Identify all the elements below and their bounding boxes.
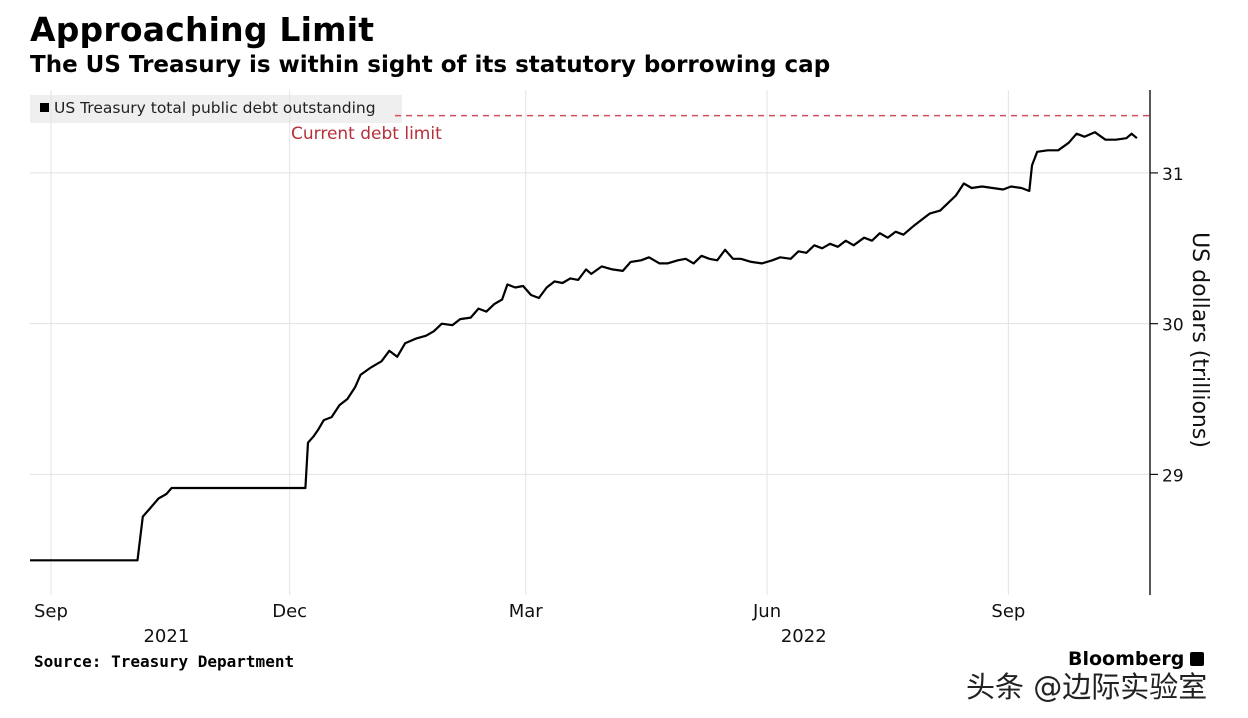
y-tick-label: 29 (1162, 466, 1184, 486)
x-tick-label: Sep (34, 601, 68, 622)
watermark: 头条 @边际实验室 (966, 670, 1208, 704)
legend-swatch (40, 103, 49, 112)
grid-lines (30, 90, 1150, 595)
chart-title: Approaching Limit (30, 10, 375, 49)
legend-label: US Treasury total public debt outstandin… (54, 99, 376, 117)
brand-text: Bloomberg (1068, 648, 1185, 670)
x-tick-label: Jun (752, 601, 781, 622)
bloomberg-logo: Bloomberg (1068, 648, 1205, 670)
legend-background (30, 95, 402, 123)
x-year-label: 2022 (781, 626, 827, 647)
series-layer (30, 131, 1138, 562)
x-tick-label: Dec (272, 601, 307, 622)
y-tick-label: 30 (1162, 316, 1184, 336)
debt-series-line (30, 131, 1138, 562)
legend: US Treasury total public debt outstandin… (40, 99, 376, 117)
chart-subtitle: The US Treasury is within sight of its s… (30, 52, 831, 78)
x-tick-label: Mar (509, 601, 544, 622)
x-tick-label: Sep (991, 601, 1025, 622)
debt-limit-label: Current debt limit (291, 124, 442, 144)
x-axis: Sep Dec Mar Jun Sep 2021 2022 (34, 601, 1025, 647)
x-year-label: 2021 (143, 626, 189, 647)
bloomberg-mark-icon (1190, 652, 1205, 666)
y-axis: 29 30 31 (1149, 90, 1184, 595)
y-tick-label: 31 (1162, 165, 1184, 185)
y-axis-label: US dollars (trillions) (1187, 232, 1212, 448)
source-note: Source: Treasury Department (34, 652, 295, 671)
